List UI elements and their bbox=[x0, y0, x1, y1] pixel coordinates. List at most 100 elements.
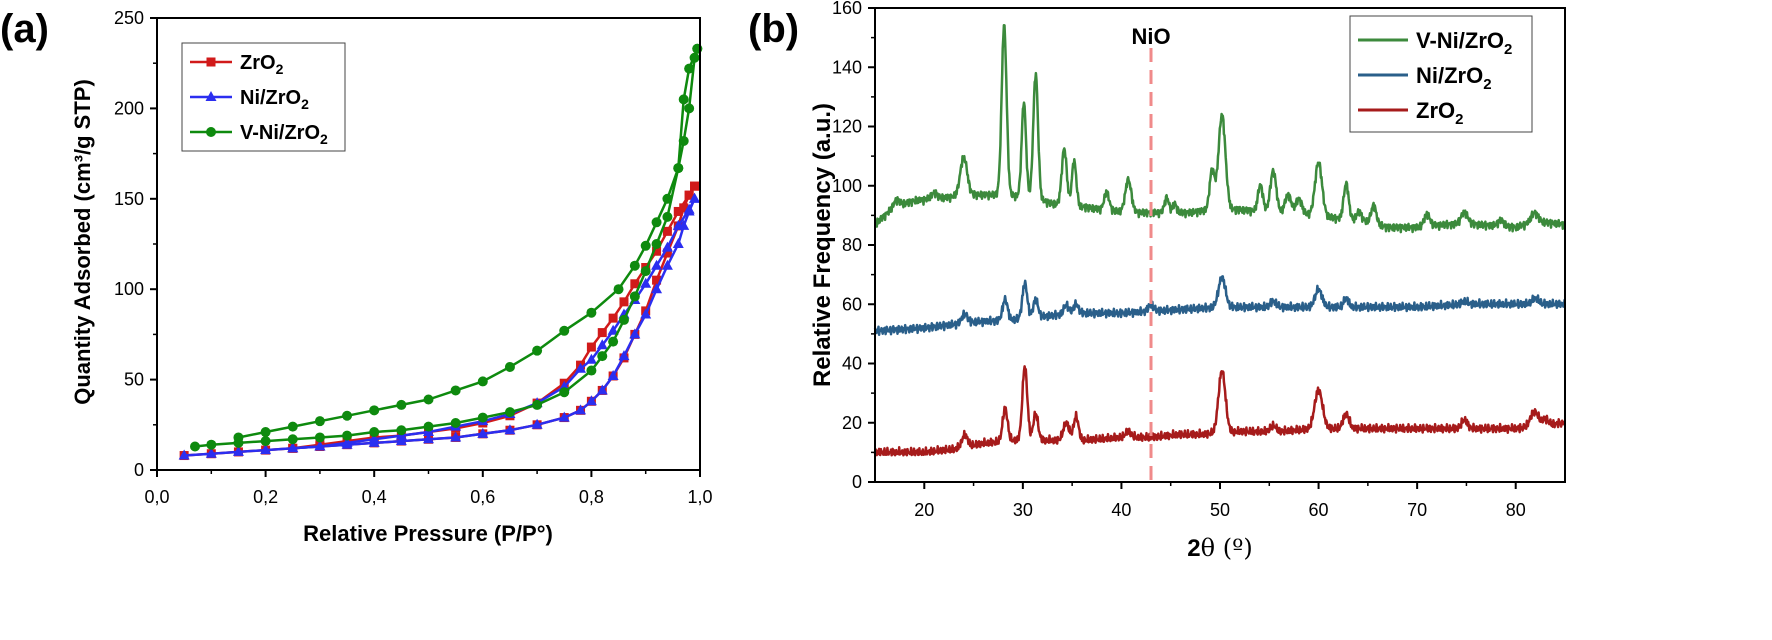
panel-a-ni-zro2-desorption-point-5 bbox=[640, 277, 652, 288]
panel-a-v-ni-zro2-desorption-point-18 bbox=[342, 410, 353, 421]
panel-a-ni-zro2-desorption-point-22 bbox=[287, 442, 299, 453]
panel-b-y-tick-label-7: 140 bbox=[832, 57, 862, 77]
panel-a-legend-marker-v-ni-zro2 bbox=[206, 127, 216, 137]
panel-a-ni-zro2-desorption-point-1 bbox=[683, 203, 695, 214]
panel-a-v-ni-zro2-adsorption-point-19 bbox=[629, 291, 640, 302]
panel-a-v-ni-zro2-desorption-point-11 bbox=[532, 345, 543, 356]
panel-a-y-tick-label-2: 100 bbox=[114, 279, 144, 299]
panel-a-zro2-desorption-point-8 bbox=[608, 313, 618, 323]
panel-a-v-ni-zro2-desorption-point-5 bbox=[651, 217, 662, 228]
panel-b-series-zro2 bbox=[873, 365, 1566, 457]
panel-b-ni-zro2-pattern-line bbox=[873, 275, 1566, 337]
panel-a-legend-label-v-ni-zro2: V-Ni/ZrO2 bbox=[240, 122, 328, 147]
nio-reference-label: NiO bbox=[1131, 24, 1170, 49]
panel-b-series-ni-zro2 bbox=[873, 275, 1566, 337]
panel-b-legend-label-v-ni-zro2: V-Ni/ZrO2 bbox=[1416, 28, 1512, 58]
panel-a-v-ni-zro2-desorption-point-1 bbox=[684, 63, 695, 74]
panel-a-ni-zro2-adsorption-point-9 bbox=[423, 433, 434, 444]
panel-a-ni-zro2-adsorption-point-15 bbox=[575, 404, 587, 415]
panel-a-x-tick-label-3: 0,6 bbox=[470, 487, 495, 507]
panel-a-zro2-adsorption-point-22 bbox=[652, 275, 662, 285]
panel-a-v-ni-zro2-adsorption-point-4 bbox=[287, 434, 298, 445]
panel-a-v-ni-zro2-desorption-point-6 bbox=[640, 240, 651, 251]
panel-a-v-ni-zro2-adsorption-point-7 bbox=[369, 427, 380, 438]
panel-a-v-ni-zro2-adsorption-point-5 bbox=[314, 432, 325, 443]
panel-a-v-ni-zro2-adsorption-point-15 bbox=[586, 365, 597, 376]
panel-a-v-ni-zro2-desorption-point-15 bbox=[423, 394, 434, 405]
panel-a-v-ni-zro2-desorption-point-8 bbox=[613, 284, 624, 295]
panel-a-v-ni-zro2-desorption-point-22 bbox=[233, 432, 244, 443]
panel-a-ni-zro2-desorption-point-11 bbox=[575, 362, 587, 373]
panel-a-v-ni-zro2-adsorption-point-1 bbox=[206, 439, 217, 450]
panel-a-ni-zro2-desorption-point-3 bbox=[661, 241, 673, 252]
panel-a-ni-zro2-adsorption-point-0 bbox=[178, 449, 190, 460]
panel-a-y-tick-label-4: 200 bbox=[114, 98, 144, 118]
panel-a-v-ni-zro2-desorption-point-9 bbox=[586, 307, 597, 318]
panel-a-ni-zro2-adsorption-point-20 bbox=[629, 328, 641, 339]
panel-a-zro2-desorption-point-9 bbox=[597, 328, 607, 338]
panel-b: (b) NiO 20 30 40 50 60 70 80 0 20 40 60 80 100 120 140… bbox=[748, 0, 1566, 562]
panel-a-ni-zro2-adsorption-point-23 bbox=[661, 259, 673, 270]
panel-b-legend: V-Ni/ZrO2 Ni/ZrO2 ZrO2 bbox=[1349, 15, 1533, 133]
panel-a-v-ni-zro2-adsorption-point-10 bbox=[450, 417, 461, 428]
panel-b-x-tick-label-2: 40 bbox=[1111, 500, 1131, 520]
panel-a-v-ni-zro2-desorption-point-7 bbox=[629, 260, 640, 271]
panel-a-v-ni-zro2-adsorption-point-25 bbox=[684, 103, 695, 114]
panel-a-ni-zro2-desorption-point-20 bbox=[341, 436, 353, 447]
panel-b-x-axis-label-symbol: θ bbox=[1201, 534, 1215, 562]
panel-b-series-v-ni-zro2 bbox=[874, 23, 1566, 234]
panel-a-v-ni-zro2-desorption-point-19 bbox=[314, 416, 325, 427]
panel-a-legend-label-ni-zro2: Ni/ZrO2 bbox=[240, 87, 309, 112]
panel-a-ni-zro2-adsorption-point-22 bbox=[651, 283, 663, 294]
panel-a-ni-zro2-adsorption-point-18 bbox=[607, 369, 619, 380]
panel-a-v-ni-zro2-adsorption-point-8 bbox=[396, 425, 407, 436]
panel-a-ni-zro2-adsorption-point-17 bbox=[596, 384, 608, 395]
panel-b-x-tick-label-1: 30 bbox=[1013, 500, 1033, 520]
panel-a-v-ni-zro2-desorption-point-4 bbox=[662, 193, 673, 204]
panel-a-v-ni-zro2-desorption-point-17 bbox=[369, 405, 380, 416]
panel-a-ni-zro2-desorption-point-10 bbox=[585, 353, 597, 364]
panel-a-v-ni-zro2-adsorption-point-18 bbox=[618, 314, 629, 325]
panel-a-series-ni-zro2 bbox=[178, 192, 701, 460]
panel-a-y-tick-label-1: 50 bbox=[124, 370, 144, 390]
panel-b-x-axis-label-prefix: 2 bbox=[1187, 535, 1200, 562]
panel-b-y-tick-label-1: 20 bbox=[842, 413, 862, 433]
panel-a-y-axis-label: Quantity Adsorbed (cm³/g STP) bbox=[70, 79, 95, 405]
panel-a-ni-zro2-adsorption-point-2 bbox=[232, 445, 244, 456]
panel-a-v-ni-zro2-desorption-point-3 bbox=[673, 163, 684, 174]
panel-b-label: (b) bbox=[748, 7, 799, 51]
panel-a-v-ni-zro2-desorption-point-21 bbox=[260, 427, 271, 438]
panel-a-legend: ZrO2 Ni/ZrO2 V-Ni/ZrO2 bbox=[181, 42, 346, 152]
panel-a-v-ni-zro2-desorption-point-16 bbox=[396, 399, 407, 410]
panel-a-ni-zro2-desorption-line bbox=[292, 198, 696, 450]
panel-a-ni-zro2-desorption-point-4 bbox=[651, 259, 663, 270]
panel-a-v-ni-zro2-desorption-point-13 bbox=[477, 376, 488, 387]
panel-a-ni-zro2-adsorption-point-24 bbox=[672, 238, 684, 248]
panel-b-legend-label-ni-zro2: Ni/ZrO2 bbox=[1416, 63, 1492, 93]
panel-a-ni-zro2-adsorption-point-8 bbox=[395, 435, 407, 446]
panel-a-v-ni-zro2-desorption-point-2 bbox=[678, 94, 689, 105]
panel-a-zro2-adsorption-point-23 bbox=[662, 248, 672, 258]
panel-a-zro2-desorption-point-6 bbox=[630, 279, 640, 289]
panel-a-zro2-adsorption-point-25 bbox=[679, 203, 689, 213]
panel-a-ni-zro2-adsorption-point-3 bbox=[260, 444, 272, 455]
panel-a-legend-label-zro2: ZrO2 bbox=[240, 52, 284, 77]
panel-a-v-ni-zro2-adsorption-point-9 bbox=[423, 421, 434, 432]
panel-a-x-tick-label-0: 0,0 bbox=[144, 487, 169, 507]
panel-a-v-ni-zro2-adsorption-point-22 bbox=[662, 211, 673, 222]
panel-a-ni-zro2-adsorption-point-10 bbox=[450, 431, 462, 442]
panel-b-x-tick-label-4: 60 bbox=[1309, 500, 1329, 520]
panel-a-y-tick-label-5: 250 bbox=[114, 8, 144, 28]
panel-b-x-tick-label-6: 80 bbox=[1506, 500, 1526, 520]
panel-a-v-ni-zro2-adsorption-point-17 bbox=[608, 336, 619, 347]
panel-a-v-ni-zro2-adsorption-point-14 bbox=[559, 387, 570, 398]
panel-a-ni-zro2-desorption-point-19 bbox=[368, 433, 380, 444]
panel-a-x-tick-label-2: 0,4 bbox=[362, 487, 387, 507]
panel-b-y-axis-label: Relative Frequency (a.u.) bbox=[809, 103, 836, 387]
panel-a-v-ni-zro2-desorption-point-20 bbox=[287, 421, 298, 432]
panel-b-y-tick-label-6: 120 bbox=[832, 117, 862, 137]
panel-a-v-ni-zro2-adsorption-point-0 bbox=[190, 441, 201, 452]
panel-a-ni-zro2-adsorption-point-1 bbox=[205, 447, 217, 458]
panel-b-y-tick-label-0: 0 bbox=[852, 472, 862, 492]
